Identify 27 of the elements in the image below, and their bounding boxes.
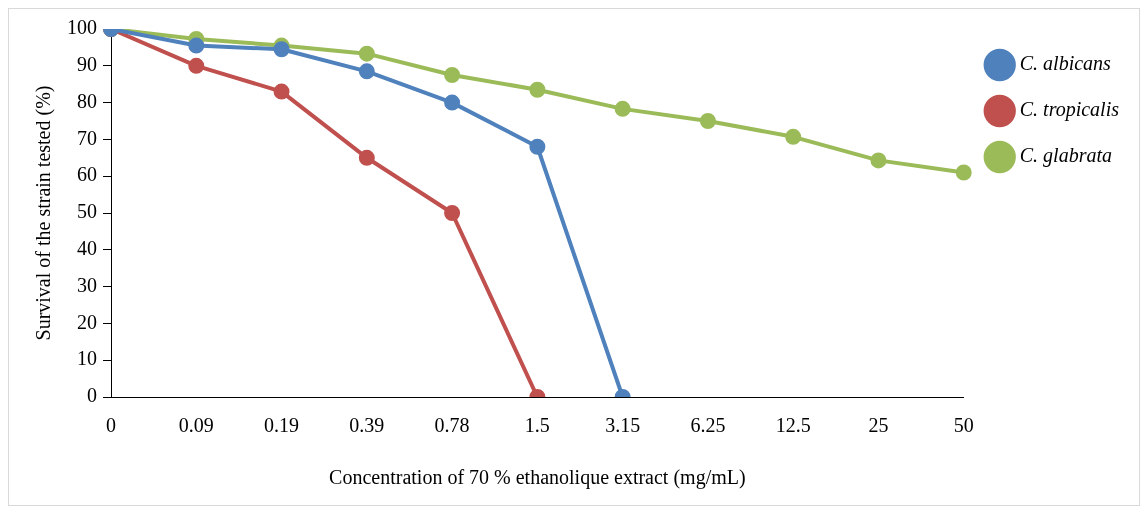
x-tick-label: 0.39 [349, 414, 385, 437]
y-tick-label: 60 [77, 163, 97, 186]
x-tick-label: 6.25 [690, 414, 726, 437]
legend-label: C. albicans [1019, 52, 1112, 75]
y-axis-title: Survival of the strain tested (%) [32, 85, 56, 341]
legend-label: C. tropicalis [1019, 98, 1120, 122]
y-tick-label: 100 [67, 16, 97, 39]
y-tick-label: 40 [77, 237, 97, 260]
y-tick-label: 0 [87, 384, 97, 407]
y-tick-label: 70 [77, 126, 97, 149]
y-tick-label: 50 [77, 200, 97, 223]
y-tick-label: 80 [77, 89, 97, 112]
x-tick-label: 12.5 [775, 414, 811, 437]
y-tick-label: 30 [77, 273, 97, 296]
legend-label: C. glabrata [1019, 144, 1112, 168]
y-tick-label: 10 [77, 347, 97, 370]
x-tick-label: 0.09 [178, 414, 214, 437]
x-tick-label: 3.15 [605, 414, 641, 437]
x-tick-label: 25 [868, 414, 889, 437]
x-tick-label: 0.78 [434, 414, 470, 437]
x-tick-label: 0 [106, 414, 116, 437]
x-tick-label: 1.5 [524, 414, 550, 437]
x-tick-label: 50 [953, 414, 974, 437]
y-tick-label: 90 [77, 53, 97, 76]
x-axis-title: Concentration of 70 % ethanolique extract (mg/mL) [329, 466, 746, 490]
x-tick-label: 0.19 [264, 414, 300, 437]
y-tick-label: 20 [77, 310, 97, 333]
